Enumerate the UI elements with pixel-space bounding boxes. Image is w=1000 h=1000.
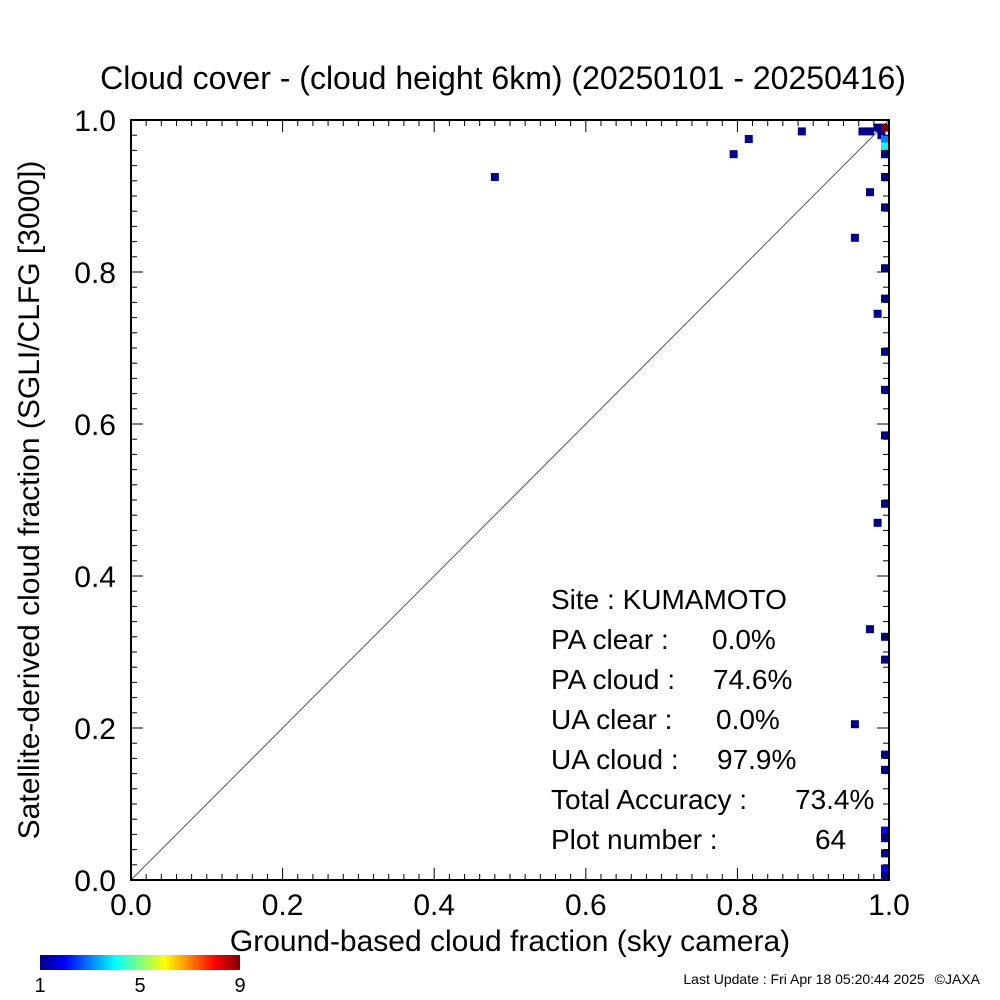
data-point	[881, 655, 889, 664]
data-point	[881, 864, 889, 873]
data-point	[881, 173, 889, 181]
y-tick-label: 0.2	[74, 713, 116, 746]
data-point	[850, 233, 859, 242]
last-update-text: Last Update : Fri Apr 18 05:20:44 2025 ©J…	[683, 971, 980, 987]
data-point	[873, 123, 882, 132]
y-tick-label: 0.8	[74, 257, 116, 290]
data-point	[881, 385, 889, 394]
data-point	[881, 750, 889, 759]
stat-pa-clear: PA clear :0.0%	[551, 624, 776, 655]
y-axis-label: Satellite-derived cloud fraction (SGLI/C…	[13, 161, 46, 840]
ticks-layer	[130, 119, 890, 881]
y-tick-label: 0.4	[74, 561, 116, 594]
data-point	[881, 123, 889, 132]
data-point	[881, 203, 889, 212]
stat-total-accuracy: Total Accuracy :73.4%	[551, 784, 874, 815]
data-point	[490, 173, 499, 181]
data-point	[881, 765, 889, 774]
x-tick-label: 0.2	[262, 889, 304, 922]
x-tick-labels: 0.0 0.2 0.4 0.6 0.8 1.0	[110, 889, 910, 922]
data-point	[866, 188, 875, 197]
stat-site: Site : KUMAMOTO	[551, 584, 787, 615]
colorbar-label-max: 9	[234, 975, 245, 997]
data-point	[881, 264, 889, 273]
x-tick-label: 0.6	[565, 889, 607, 922]
data-point	[881, 849, 889, 858]
data-point	[866, 127, 875, 136]
data-point	[881, 872, 889, 880]
x-tick-label: 0.0	[110, 889, 152, 922]
data-point	[881, 294, 889, 303]
data-point	[881, 499, 889, 508]
colorbar-label-min: 1	[34, 975, 45, 997]
x-tick-label: 0.8	[717, 889, 759, 922]
data-point	[881, 142, 889, 151]
data-point	[729, 150, 738, 159]
data-point	[881, 135, 889, 143]
data-point	[873, 309, 882, 318]
data-point	[850, 720, 859, 729]
stat-pa-cloud: PA cloud :74.6%	[551, 664, 792, 695]
stats-box: Site : KUMAMOTO PA clear :0.0% PA cloud …	[551, 584, 874, 855]
y-tick-label: 1.0	[74, 105, 116, 138]
data-point	[858, 127, 867, 136]
data-point	[866, 625, 875, 634]
plot-area	[130, 119, 890, 881]
stat-plot-number: Plot number :64	[551, 824, 846, 855]
y-tick-label: 0.6	[74, 409, 116, 442]
y-tick-label: 0.0	[74, 865, 116, 898]
y-tick-labels: 0.0 0.2 0.4 0.6 0.8 1.0	[74, 105, 116, 898]
x-axis-label: Ground-based cloud fraction (sky camera)	[230, 925, 790, 958]
stat-ua-clear: UA clear :0.0%	[551, 704, 780, 735]
data-point	[881, 347, 889, 356]
x-tick-label: 0.4	[413, 889, 455, 922]
data-point	[881, 834, 889, 843]
data-point	[797, 127, 806, 136]
chart-title: Cloud cover - (cloud height 6km) (202501…	[100, 60, 906, 96]
data-point	[881, 150, 889, 159]
diagonal-reference-line	[130, 119, 890, 881]
data-point	[744, 135, 753, 143]
data-point	[881, 431, 889, 440]
data-point	[881, 826, 889, 835]
colorbar-label-mid: 5	[134, 975, 145, 997]
x-tick-label: 1.0	[868, 889, 910, 922]
stat-ua-cloud: UA cloud :97.9%	[551, 744, 796, 775]
data-point	[873, 518, 882, 527]
colorbar	[40, 955, 240, 970]
